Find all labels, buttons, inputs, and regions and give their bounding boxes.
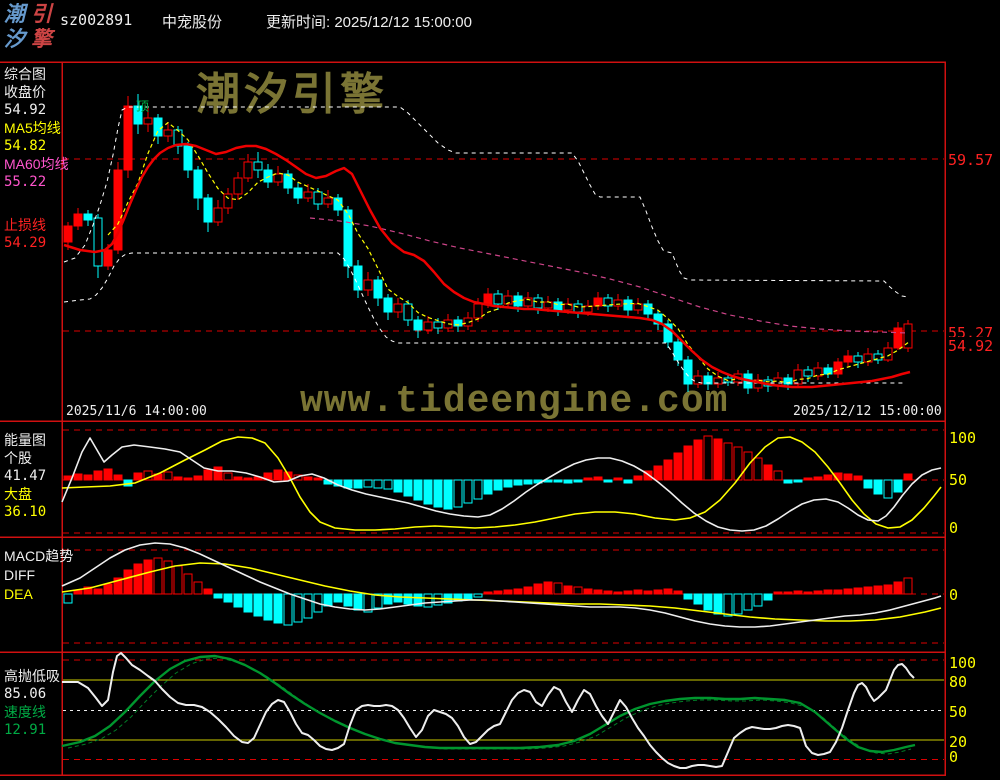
hpdx-axis-100: 100 — [949, 654, 977, 672]
macd-title: MACD趋势 — [4, 548, 74, 564]
hpdx-speed-label: 速度线 — [4, 704, 46, 720]
close-value: 54.92 — [4, 102, 47, 118]
energy-market-label: 大盘 — [4, 486, 32, 502]
hpdx-value: 85.06 — [4, 686, 47, 702]
energy-title: 能量图 — [4, 432, 46, 448]
app-logo: 潮 引 汐 擎 — [4, 2, 58, 52]
energy-axis-0: 0 — [949, 519, 959, 537]
stock-name: 中宠股份 — [162, 14, 223, 31]
logo-char-yin: 引 — [31, 2, 52, 26]
energy-axis-50: 50 — [949, 471, 968, 489]
ma5-label: MA5均线 — [4, 120, 61, 136]
main-title: 综合图 — [4, 66, 46, 82]
peak-marker: 顶 — [136, 99, 150, 114]
ma5-value: 54.82 — [4, 138, 47, 154]
ma60-label: MA60均线 — [4, 156, 69, 172]
hpdx-title: 高抛低吸 — [4, 668, 60, 684]
watermark-url: www.tideengine.com — [300, 380, 729, 423]
hpdx-axis-80: 80 — [949, 673, 968, 691]
hpdx-axis-0: 0 — [949, 748, 959, 766]
axis-price-5957: 59.57 — [948, 151, 994, 169]
stoploss-value: 54.29 — [4, 235, 47, 251]
macd-dea-label: DEA — [4, 586, 33, 602]
stock-code: sz002891 — [60, 11, 133, 29]
energy-stock-value: 41.47 — [4, 468, 47, 484]
macd-diff-label: DIFF — [4, 567, 36, 583]
ma60-value: 55.22 — [4, 174, 47, 190]
hpdx-axis-20: 20 — [949, 733, 968, 751]
watermark-title: 潮汐引擎 — [196, 70, 388, 119]
axis-price-5492: 54.92 — [948, 337, 994, 355]
energy-market-value: 36.10 — [4, 504, 47, 520]
logo-char-qing: 擎 — [31, 27, 52, 51]
logo-char-chao: 潮 — [4, 2, 25, 26]
energy-axis-100: 100 — [949, 429, 977, 447]
hpdx-axis-50: 50 — [949, 703, 968, 721]
time-start: 2025/11/6 14:00:00 — [66, 404, 207, 419]
time-end: 2025/12/12 15:00:00 — [793, 404, 942, 419]
macd-axis-0: 0 — [949, 586, 959, 604]
logo-char-xi: 汐 — [4, 27, 25, 51]
stoploss-label: 止损线 — [4, 217, 46, 233]
close-label: 收盘价 — [4, 84, 46, 100]
energy-stock-label: 个股 — [4, 450, 32, 466]
update-time: 更新时间: 2025/12/12 15:00:00 — [266, 14, 472, 31]
hpdx-speed-value: 12.91 — [4, 722, 47, 738]
